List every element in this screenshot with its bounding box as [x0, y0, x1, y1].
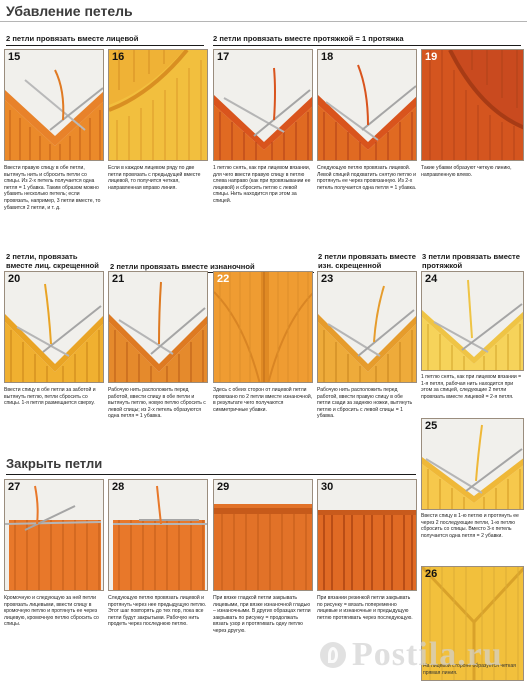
section-heading-1-text: 2 петли провязать вместе лицевой	[6, 34, 139, 43]
knit-photo-20	[5, 272, 103, 382]
step-number-23: 23	[321, 273, 334, 285]
close-rule	[6, 474, 416, 475]
knit-photo-25	[422, 419, 523, 509]
photo-panel-16: 16	[108, 49, 208, 161]
photo-panel-28: 28	[108, 479, 208, 591]
caption-15: Ввести правую спицу в обе петли, вытянут…	[4, 165, 101, 211]
knit-photo-17	[214, 50, 312, 160]
knit-photo-26	[422, 567, 523, 680]
caption-19: Такие убавки образуют четкую линию, напр…	[421, 165, 512, 178]
section-rule-1	[6, 45, 204, 46]
step-number-19: 19	[425, 51, 438, 63]
photo-panel-19: 19	[421, 49, 524, 161]
step-number-27: 27	[8, 481, 21, 493]
knit-photo-28	[109, 480, 207, 590]
knit-photo-23	[318, 272, 416, 382]
section-heading-1: 2 петли провязать вместе лицевой	[6, 34, 186, 43]
section-heading-4: 2 петли провязать вместе изнаночной	[110, 262, 310, 271]
watermark: Postila.ru	[320, 636, 503, 674]
step-number-21: 21	[112, 273, 125, 285]
caption-27: Кромочную и следующую за ней петли провя…	[4, 595, 99, 628]
page-title: Убавление петель	[6, 3, 133, 19]
section-heading-6-text: 3 петли провязать вместе протяжкой	[422, 252, 520, 270]
step-number-15: 15	[8, 51, 21, 63]
title-underline	[0, 21, 527, 22]
caption-23: Рабочую нить расположить перед работой, …	[317, 387, 413, 420]
step-number-18: 18	[321, 51, 334, 63]
photo-panel-25: 25	[421, 418, 524, 510]
step-number-20: 20	[8, 273, 21, 285]
section-heading-2: 2 петли провязать вместе протяжкой = 1 п…	[213, 34, 523, 43]
close-heading: Закрыть петли	[6, 456, 103, 471]
section-heading-4-text: 2 петли провязать вместе изнаночной	[110, 262, 255, 271]
knit-photo-21	[109, 272, 207, 382]
caption-30: При вязании резинкой петли закрывать по …	[317, 595, 413, 621]
photo-panel-15: 15	[4, 49, 104, 161]
step-number-17: 17	[217, 51, 230, 63]
section-heading-3-text: 2 петли, провязать вместе лиц. скрещенно…	[6, 252, 99, 270]
caption-20: Ввести спицу в обе петли за заботой и вы…	[4, 387, 96, 407]
knit-photo-29	[214, 480, 312, 590]
step-number-28: 28	[112, 481, 125, 493]
step-number-25: 25	[425, 420, 438, 432]
photo-panel-23: 23	[317, 271, 417, 383]
section-rule-2	[213, 45, 521, 46]
photo-panel-18: 18	[317, 49, 417, 161]
step-number-30: 30	[321, 481, 334, 493]
photo-panel-22: 22	[213, 271, 313, 383]
step-number-22: 22	[217, 273, 230, 285]
section-rule-4	[110, 272, 314, 273]
photo-panel-24: 24	[421, 271, 524, 371]
section-heading-6: 3 петли провязать вместе протяжкой	[422, 252, 522, 270]
knit-photo-27	[5, 480, 103, 590]
knit-photo-22	[214, 272, 312, 382]
step-number-16: 16	[112, 51, 125, 63]
photo-panel-29: 29	[213, 479, 313, 591]
section-heading-5: 2 петли провязать вместе изн. скрещенной	[318, 252, 418, 270]
step-number-26: 26	[425, 568, 438, 580]
knit-photo-19	[422, 50, 523, 160]
caption-26: На лицевой стороне образуется четкая пря…	[423, 663, 516, 676]
knit-photo-15	[5, 50, 103, 160]
photo-panel-26: 26	[421, 566, 524, 681]
photo-panel-30: 30	[317, 479, 417, 591]
step-number-29: 29	[217, 481, 230, 493]
caption-18: Следующую петлю провязать лицевой. Левой…	[317, 165, 417, 191]
knit-photo-16	[109, 50, 207, 160]
caption-24: 1 петлю снять, как при лицевом вязании =…	[421, 374, 522, 400]
knit-photo-30	[318, 480, 416, 590]
section-heading-2-text: 2 петли провязать вместе протяжкой = 1 п…	[213, 34, 404, 43]
knit-photo-24	[422, 272, 523, 370]
caption-25: Ввести спицу в 1-ю петлю и протянуть ее …	[421, 513, 519, 539]
section-heading-3: 2 петли, провязать вместе лиц. скрещенно…	[6, 252, 106, 270]
watermark-logo-icon	[320, 642, 346, 668]
watermark-text: Postila.ru	[352, 636, 503, 673]
caption-22: Здесь с обеих сторон от лицевой петли пр…	[213, 387, 313, 413]
step-number-24: 24	[425, 273, 438, 285]
photo-panel-27: 27	[4, 479, 104, 591]
caption-21: Рабочую нить расположить перед работой, …	[108, 387, 206, 420]
caption-28: Следующую петлю провязать лицевой и прот…	[108, 595, 207, 628]
knit-photo-18	[318, 50, 416, 160]
section-heading-5-text: 2 петли провязать вместе изн. скрещенной	[318, 252, 416, 270]
caption-29: При вязке гладкой петли закрывать лицевы…	[213, 595, 311, 634]
caption-17: 1 петлю снять, как при лицевом вязании, …	[213, 165, 311, 204]
photo-panel-21: 21	[108, 271, 208, 383]
photo-panel-20: 20	[4, 271, 104, 383]
caption-16: Если в каждом лицевом ряду по две петли …	[108, 165, 201, 191]
photo-panel-17: 17	[213, 49, 313, 161]
